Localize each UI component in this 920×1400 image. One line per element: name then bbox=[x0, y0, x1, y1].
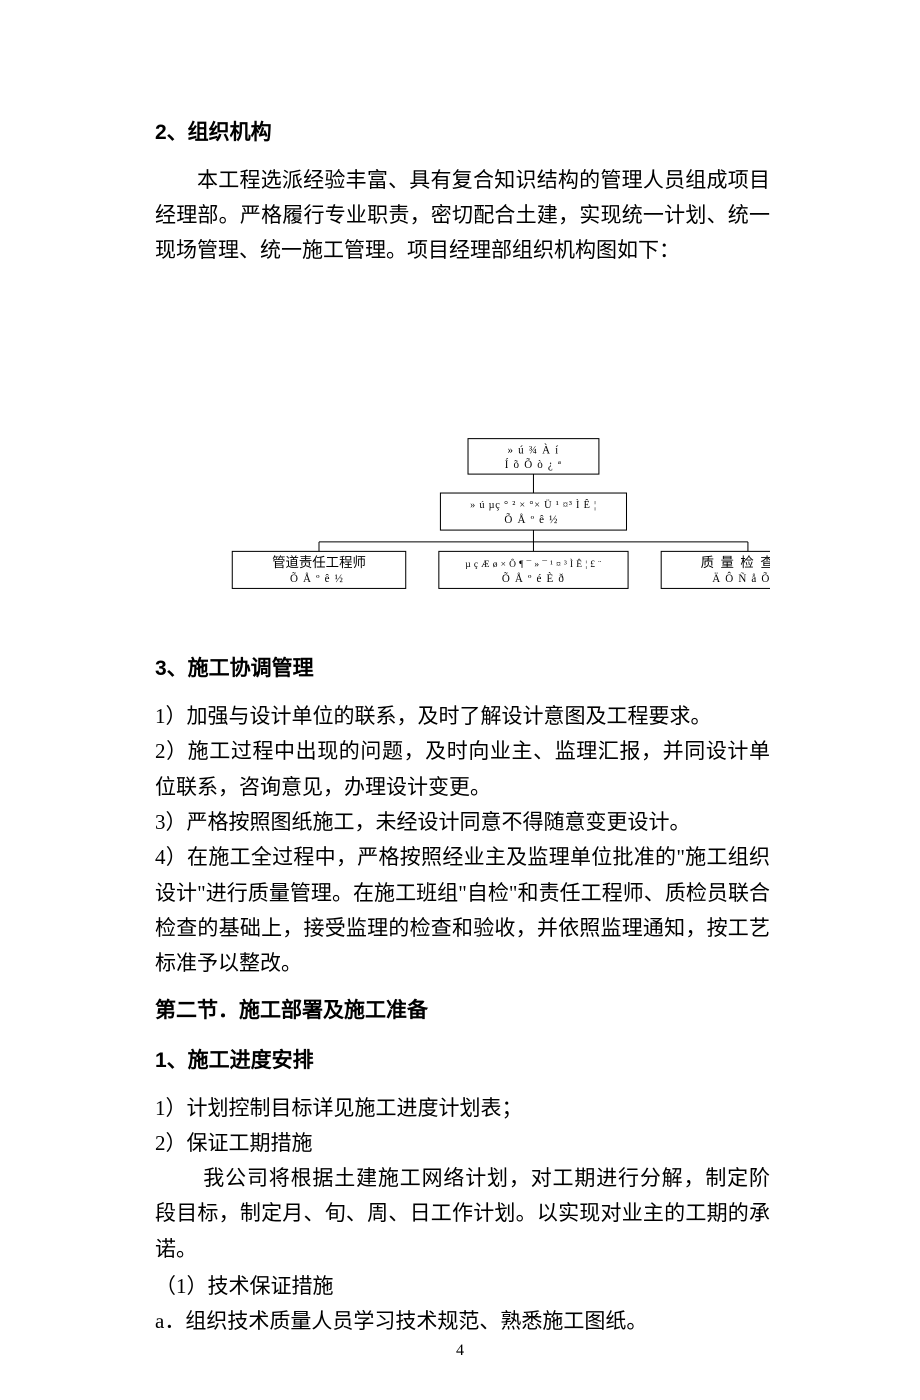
section-b1-sub1a: a．组织技术质量人员学习技术规范、熟悉施工图纸。 bbox=[155, 1304, 770, 1339]
node-top-line2: Í õ Õ ò ¿ ª bbox=[505, 459, 562, 471]
section-3-item-4: 4）在施工全过程中，严格按照经业主及监理单位批准的"施工组织设计"进行质量管理。… bbox=[155, 840, 770, 981]
node-center-line1: µ ç Æ ø × Ô ¶ ¯ » ¯ ¹ ¤ ³ Ì Ê ¦ £ ¨­ bbox=[465, 559, 601, 571]
node-center-line2: Õ Å º é È ð bbox=[502, 574, 565, 586]
node-mid-line1: » ú µç ° ² × °× Ü ¹ ¤³ Ì Ê ¦ bbox=[470, 499, 597, 511]
section-3-heading: 3、施工协调管理 bbox=[155, 651, 770, 687]
section-b1-item-1: 1）计划控制目标详见施工进度计划表； bbox=[155, 1091, 770, 1126]
node-right-line2: Ä Ô Ñ å Õ Ñ bbox=[712, 574, 770, 586]
section-2-para: 本工程选派经验丰富、具有复合知识结构的管理人员组成项目经理部。严格履行专业职责，… bbox=[155, 163, 770, 269]
section-b1-para: 我公司将根据土建施工网络计划，对工期进行分解，制定阶段目标，制定月、旬、周、日工… bbox=[155, 1161, 770, 1267]
node-top-line1: » ú ¾ À í bbox=[507, 445, 559, 457]
section-b1-item-2: 2）保证工期措施 bbox=[155, 1126, 770, 1161]
document-page: 2、组织机构 本工程选派经验丰富、具有复合知识结构的管理人员组成项目经理部。严格… bbox=[0, 0, 920, 1400]
section-3-item-2: 2）施工过程中出现的问题，及时向业主、监理汇报，并同设计单位联系，咨询意见，办理… bbox=[155, 734, 770, 805]
org-chart-svg: » ú ¾ À í Í õ Õ ò ¿ ª » ú µç ° ² × °× Ü … bbox=[155, 418, 770, 613]
section-3-item-3: 3）严格按照图纸施工，未经设计同意不得随意变更设计。 bbox=[155, 805, 770, 840]
node-right-line1: 质 量 检 查 员 bbox=[701, 556, 770, 571]
section-b-heading: 第二节．施工部署及施工准备 bbox=[155, 993, 770, 1029]
section-2-heading: 2、组织机构 bbox=[155, 115, 770, 151]
node-left-line2: Õ Å º ê ½ ­ bbox=[290, 574, 348, 586]
node-left-line1: 管道责任工程师 bbox=[272, 556, 366, 571]
section-b1-sub1: （1）技术保证措施 bbox=[155, 1269, 770, 1304]
chart-spacer bbox=[155, 270, 770, 418]
org-chart: » ú ¾ À í Í õ Õ ò ¿ ª » ú µç ° ² × °× Ü … bbox=[155, 418, 770, 613]
section-b1-heading: 1、施工进度安排 bbox=[155, 1043, 770, 1079]
node-mid-line2: Õ Å º ê ½ ­ bbox=[504, 514, 562, 526]
page-number: 4 bbox=[0, 1342, 920, 1360]
section-3-item-1: 1）加强与设计单位的联系，及时了解设计意图及工程要求。 bbox=[155, 699, 770, 734]
